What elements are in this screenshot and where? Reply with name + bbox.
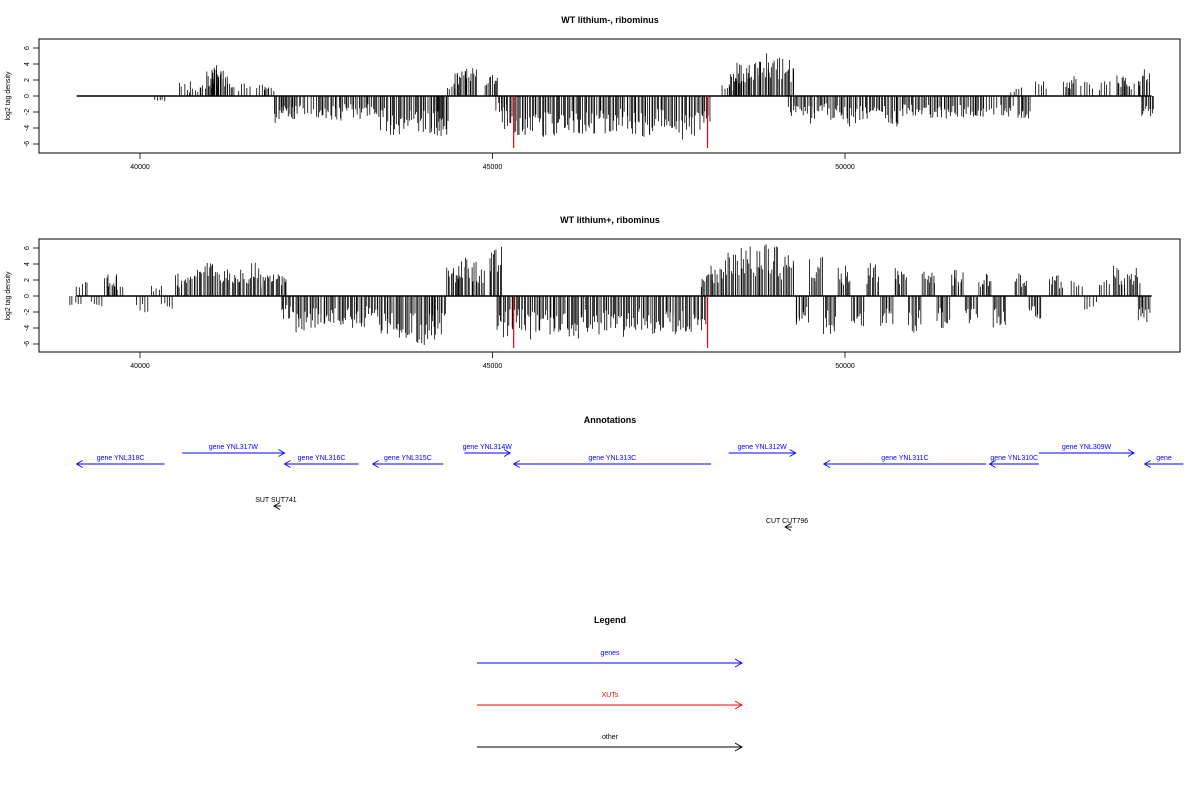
- annotation-feature: gene YNL316C: [283, 455, 359, 468]
- annotation-feature: gene YNL314W: [463, 444, 513, 457]
- plot-frame: [38, 238, 1181, 353]
- feature-label: gene YNL312W: [738, 444, 788, 451]
- feature-arrowhead: [822, 460, 831, 468]
- x-tick-label: 50000: [835, 363, 855, 370]
- feature-arrowhead: [278, 449, 286, 457]
- x-tick-label: 45000: [483, 164, 503, 171]
- legend-entry-genes: genes: [477, 650, 743, 668]
- y-tick-label: 4: [24, 262, 31, 266]
- feature-arrowhead: [512, 460, 520, 468]
- legend-label: other: [602, 734, 619, 741]
- annotation-feature: gene: [1143, 455, 1184, 468]
- x-axis: 40000 45000 50000: [130, 352, 855, 370]
- legend-entry-xuts: XUTs: [477, 692, 743, 710]
- y-axis: -6 -4 -2 0 2 4 6: [24, 46, 39, 147]
- feature-arrowhead: [273, 502, 281, 510]
- signal-bars: [76, 53, 1154, 148]
- y-tick-label: 6: [24, 246, 31, 250]
- x-axis: 40000 45000 50000: [130, 153, 855, 171]
- legend-arrowhead: [734, 742, 743, 752]
- annotation-feature: gene YNL311C: [822, 455, 986, 468]
- feature-arrowhead: [283, 460, 291, 468]
- legend: Legend genes XUTs other: [477, 615, 743, 752]
- feature-label: gene YNL309W: [1062, 444, 1112, 451]
- y-tick-label: 0: [24, 294, 31, 298]
- feature-arrowhead: [988, 460, 996, 468]
- x-tick-label: 40000: [130, 164, 150, 171]
- legend-arrowhead: [734, 700, 743, 710]
- feature-label: gene YNL310C: [990, 455, 1038, 462]
- feature-arrowhead: [784, 523, 792, 531]
- y-axis: -6 -4 -2 0 2 4 6: [24, 246, 39, 347]
- y-tick-label: -4: [24, 325, 31, 331]
- annotations-title: Annotations: [584, 415, 637, 425]
- y-tick-label: -4: [24, 125, 31, 131]
- legend-entry-other: other: [477, 734, 743, 752]
- signal-bars: [69, 244, 1152, 348]
- annotation-feature: gene YNL310C: [988, 455, 1039, 468]
- y-axis-label: log2 tag density: [5, 271, 12, 321]
- y-tick-label: -2: [24, 109, 31, 115]
- feature-arrowhead: [371, 460, 379, 468]
- y-tick-label: 0: [24, 94, 31, 98]
- panel-title: WT lithium-, ribominus: [561, 15, 659, 25]
- feature-arrowhead: [503, 449, 512, 457]
- annotation-feature: gene YNL309W: [1038, 444, 1135, 457]
- feature-label: CUT CUT796: [766, 518, 808, 525]
- y-tick-label: 6: [24, 46, 31, 50]
- y-tick-label: 2: [24, 278, 31, 282]
- y-tick-label: -2: [24, 309, 31, 315]
- feature-arrowhead: [789, 449, 797, 457]
- annotation-feature: gene YNL318C: [75, 455, 165, 468]
- feature-arrowhead: [75, 460, 83, 468]
- annotation-feature: gene YNL317W: [182, 444, 286, 457]
- y-tick-label: -6: [24, 341, 31, 347]
- x-tick-label: 40000: [130, 363, 150, 370]
- y-axis-label: log2 tag density: [5, 71, 12, 121]
- panel-wt-lithium-minus: WT lithium-, ribominus log2 tag density …: [5, 15, 1181, 171]
- panel-title: WT lithium+, ribominus: [560, 215, 660, 225]
- legend-entries: genes XUTs other: [477, 650, 743, 752]
- x-tick-label: 45000: [483, 363, 503, 370]
- feature-arrowhead: [1127, 449, 1135, 457]
- feature-label: SUT SUT741: [255, 497, 297, 504]
- feature-label: gene: [1156, 455, 1172, 462]
- feature-label: gene YNL313C: [588, 455, 636, 462]
- annotation-feature: CUT CUT796: [766, 518, 808, 531]
- feature-list: gene YNL318C gene YNL317W gene YNL316C gene…: [75, 444, 1184, 531]
- legend-label: XUTs: [602, 692, 619, 699]
- y-tick-label: 2: [24, 78, 31, 82]
- y-tick-label: 4: [24, 62, 31, 66]
- annotation-feature: gene YNL313C: [512, 455, 712, 468]
- panel-wt-lithium-plus: WT lithium+, ribominus log2 tag density …: [5, 215, 1181, 370]
- feature-label: gene YNL315C: [384, 455, 432, 462]
- x-tick-label: 50000: [835, 164, 855, 171]
- feature-label: gene YNL317W: [209, 444, 259, 451]
- annotation-feature: SUT SUT741: [255, 497, 297, 510]
- annotation-feature: gene YNL312W: [728, 444, 797, 457]
- feature-label: gene YNL314W: [463, 444, 513, 451]
- legend-label: genes: [600, 650, 620, 657]
- legend-title: Legend: [594, 615, 626, 625]
- feature-label: gene YNL311C: [881, 455, 928, 462]
- feature-label: gene YNL318C: [97, 455, 145, 462]
- y-tick-label: -6: [24, 141, 31, 147]
- legend-arrowhead: [734, 658, 743, 668]
- feature-arrowhead: [1143, 460, 1151, 468]
- feature-label: gene YNL316C: [298, 455, 346, 462]
- annotation-feature: gene YNL315C: [371, 455, 444, 468]
